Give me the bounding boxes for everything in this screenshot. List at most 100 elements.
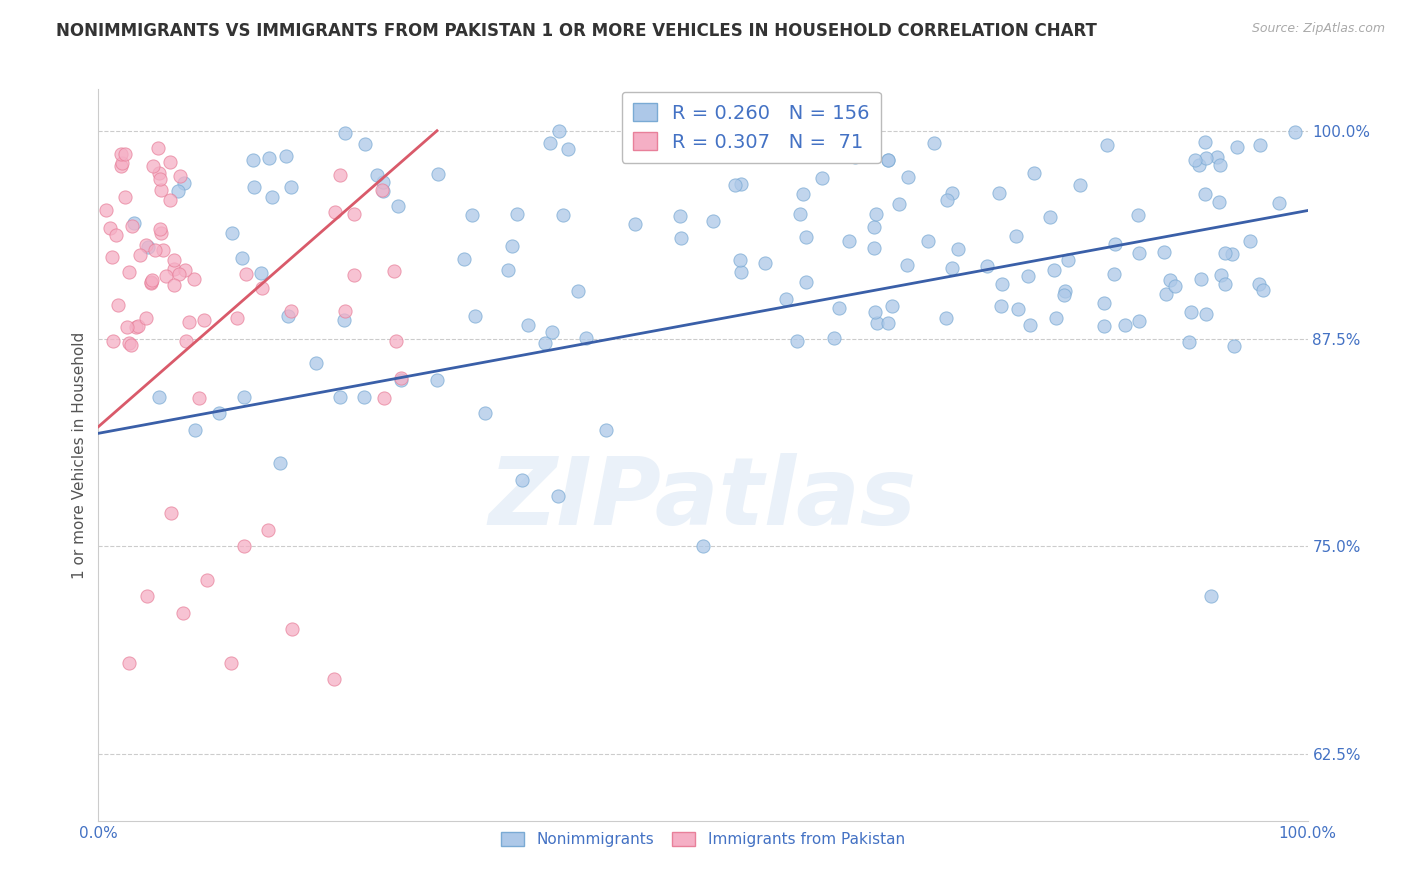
Point: [163, 253, 186, 268]
Point: [1247, 277, 1270, 292]
Point: [1053, 285, 1076, 299]
Point: [876, 316, 898, 330]
Point: [548, 124, 571, 138]
Point: [844, 150, 866, 164]
Y-axis label: 1 or more Vehicles in Household: 1 or more Vehicles in Household: [72, 331, 87, 579]
Point: [838, 234, 860, 248]
Point: [148, 390, 170, 404]
Point: [538, 136, 561, 151]
Point: [160, 506, 183, 520]
Point: [897, 170, 920, 185]
Point: [728, 252, 751, 267]
Point: [924, 136, 946, 151]
Text: NONIMMIGRANTS VS IMMIGRANTS FROM PAKISTAN 1 OR MORE VEHICLES IN HOUSEHOLD CORREL: NONIMMIGRANTS VS IMMIGRANTS FROM PAKISTA…: [56, 22, 1097, 40]
Point: [163, 277, 186, 292]
Point: [141, 276, 163, 290]
Point: [877, 153, 900, 167]
Point: [1249, 138, 1271, 153]
Point: [557, 142, 579, 156]
Point: [1194, 187, 1216, 202]
Point: [461, 208, 484, 222]
Point: [1209, 158, 1232, 172]
Point: [1213, 277, 1236, 291]
Point: [789, 207, 811, 221]
Point: [1205, 150, 1227, 164]
Point: [1128, 246, 1150, 260]
Point: [225, 310, 247, 325]
Point: [323, 673, 346, 687]
Point: [114, 190, 136, 204]
Point: [1195, 307, 1218, 321]
Point: [575, 331, 598, 345]
Point: [1043, 263, 1066, 277]
Point: [143, 243, 166, 257]
Point: [991, 277, 1014, 291]
Point: [389, 370, 412, 384]
Point: [976, 259, 998, 273]
Point: [692, 539, 714, 553]
Point: [343, 207, 366, 221]
Point: [127, 318, 149, 333]
Point: [117, 319, 139, 334]
Point: [866, 316, 889, 330]
Point: [122, 216, 145, 230]
Point: [333, 303, 356, 318]
Point: [811, 171, 834, 186]
Text: Source: ZipAtlas.com: Source: ZipAtlas.com: [1251, 22, 1385, 36]
Point: [1007, 301, 1029, 316]
Point: [163, 261, 186, 276]
Point: [1104, 267, 1126, 281]
Point: [427, 167, 450, 181]
Point: [1039, 210, 1062, 224]
Point: [188, 391, 211, 405]
Point: [1184, 153, 1206, 167]
Point: [94, 202, 117, 217]
Point: [177, 315, 200, 329]
Point: [329, 390, 352, 404]
Point: [111, 156, 134, 170]
Point: [135, 311, 157, 326]
Point: [100, 250, 122, 264]
Point: [208, 406, 231, 420]
Point: [1114, 318, 1136, 333]
Text: ZIPatlas: ZIPatlas: [489, 453, 917, 545]
Point: [541, 326, 564, 340]
Point: [173, 176, 195, 190]
Point: [1213, 245, 1236, 260]
Point: [1220, 247, 1243, 261]
Point: [269, 456, 291, 470]
Point: [149, 172, 172, 186]
Point: [221, 656, 243, 670]
Point: [146, 140, 169, 154]
Point: [1239, 234, 1261, 248]
Point: [169, 169, 191, 183]
Point: [1284, 124, 1306, 138]
Point: [863, 219, 886, 234]
Point: [107, 298, 129, 312]
Point: [333, 312, 356, 326]
Point: [496, 263, 519, 277]
Point: [865, 207, 887, 221]
Point: [172, 606, 194, 620]
Point: [135, 589, 157, 603]
Point: [1199, 589, 1222, 603]
Point: [794, 230, 817, 244]
Point: [1194, 136, 1216, 150]
Point: [464, 309, 486, 323]
Point: [1195, 151, 1218, 165]
Point: [250, 266, 273, 280]
Point: [152, 243, 174, 257]
Point: [167, 267, 190, 281]
Point: [110, 159, 132, 173]
Point: [1156, 286, 1178, 301]
Point: [114, 147, 136, 161]
Point: [221, 227, 243, 241]
Point: [1095, 138, 1118, 153]
Point: [155, 268, 177, 283]
Point: [935, 194, 957, 208]
Point: [1180, 305, 1202, 319]
Point: [232, 390, 254, 404]
Point: [149, 221, 172, 235]
Point: [1178, 334, 1201, 349]
Point: [142, 159, 165, 173]
